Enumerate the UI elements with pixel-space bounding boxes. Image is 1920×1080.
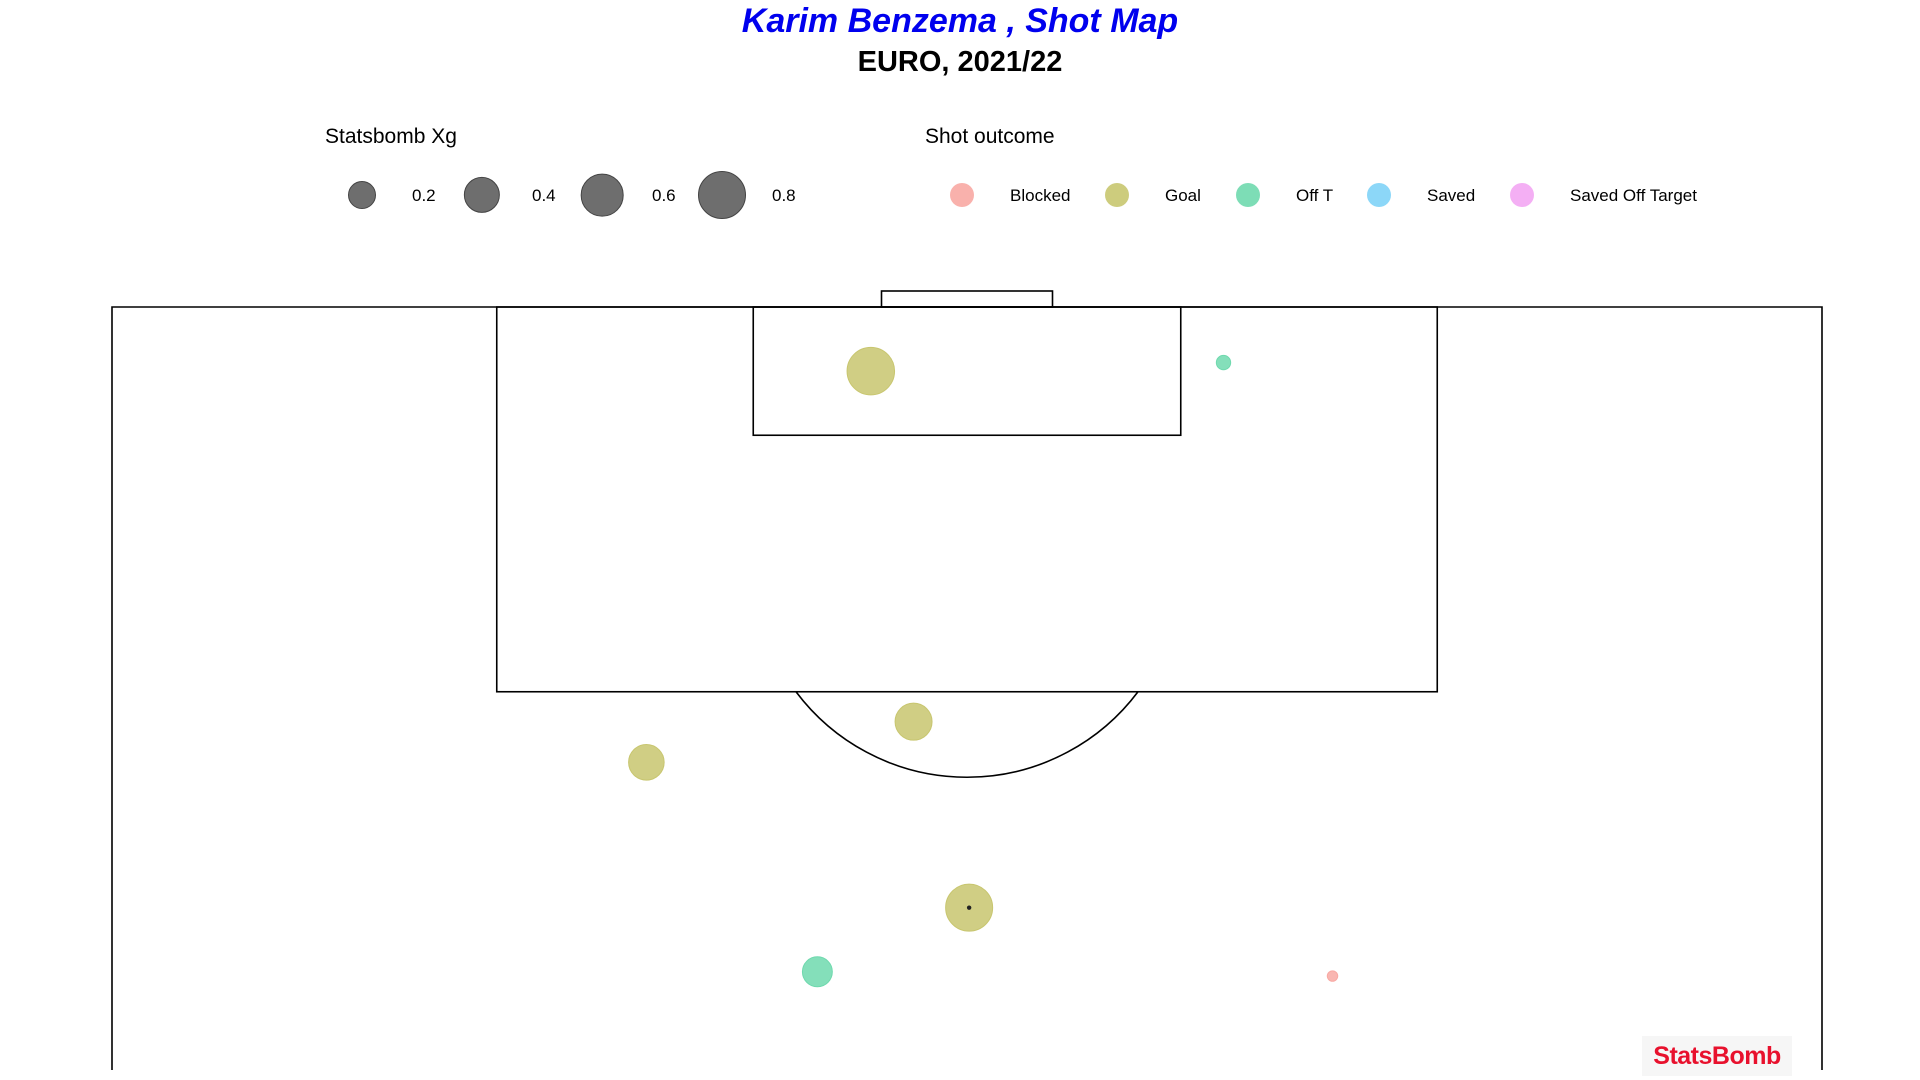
six-yard-box — [752, 306, 1182, 437]
chart-title: Karim Benzema , Shot Map — [741, 2, 1179, 40]
shot-point — [846, 346, 896, 396]
xg-legend-swatch — [698, 171, 746, 219]
outcome-legend-swatch — [1236, 183, 1260, 207]
xg-legend-label: 0.8 — [772, 186, 796, 205]
outcome-legend-label: Off T — [1296, 186, 1334, 205]
pitch-outline — [111, 306, 1823, 1070]
outcome-legend-swatch — [1510, 183, 1534, 207]
outcome-legend-swatch — [1367, 183, 1391, 207]
chart-subtitle: EURO, 2021/22 — [857, 46, 1063, 78]
pitch-lines — [111, 290, 1823, 1070]
xg-legend-swatch — [348, 181, 376, 209]
shot-point — [1215, 354, 1232, 371]
shot-point — [801, 956, 833, 988]
statsbomb-logo: StatsBomb — [1642, 1036, 1792, 1076]
outcome-legend-label: Blocked — [1010, 186, 1071, 205]
outcome-legend-title: Shot outcome — [925, 125, 1055, 148]
xg-legend-title: Statsbomb Xg — [325, 125, 457, 148]
outcome-legend-label: Saved Off Target — [1570, 186, 1697, 205]
outcome-legend-swatch — [1105, 183, 1129, 207]
outcome-legend-swatch — [950, 183, 974, 207]
shot-point — [1326, 970, 1339, 982]
shot-point — [894, 702, 933, 741]
shot-point — [628, 744, 665, 781]
xg-legend-label: 0.6 — [652, 186, 676, 205]
penalty-box — [495, 306, 1439, 693]
outcome-legend-label: Saved — [1427, 186, 1476, 205]
outcome-legend-label: Goal — [1165, 186, 1201, 205]
penalty-arc — [795, 691, 1139, 778]
xg-legend-label: 0.4 — [532, 186, 556, 205]
shot-markers — [628, 346, 1339, 988]
xg-legend-swatch — [463, 176, 501, 214]
goal — [880, 290, 1054, 308]
xg-legend-swatch — [580, 173, 624, 217]
shot-marker-dot — [966, 905, 972, 910]
xg-legend-label: 0.2 — [412, 186, 436, 205]
